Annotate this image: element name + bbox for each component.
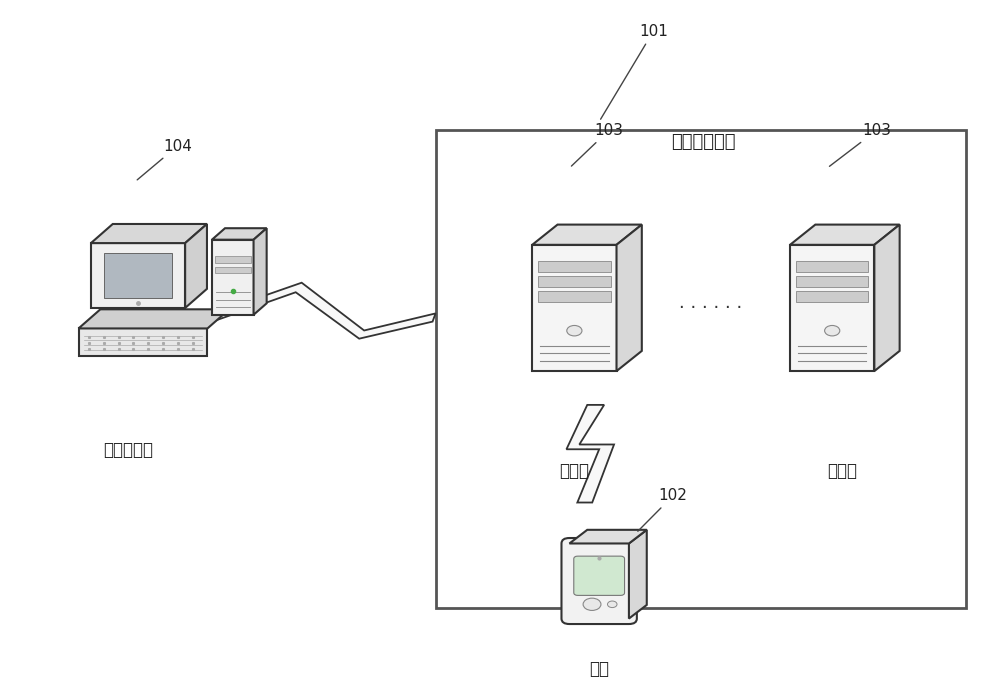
Text: 102: 102 xyxy=(638,488,688,531)
Text: 101: 101 xyxy=(601,24,668,120)
Polygon shape xyxy=(796,291,868,302)
Polygon shape xyxy=(796,276,868,287)
Text: 终端: 终端 xyxy=(589,659,609,678)
Text: 应用搜索平台: 应用搜索平台 xyxy=(671,133,736,151)
Polygon shape xyxy=(874,225,900,371)
Polygon shape xyxy=(796,261,868,272)
Polygon shape xyxy=(538,291,611,302)
Polygon shape xyxy=(212,283,436,339)
Polygon shape xyxy=(185,224,207,308)
Polygon shape xyxy=(790,245,874,371)
Text: 服务器: 服务器 xyxy=(559,462,589,480)
Polygon shape xyxy=(79,328,207,356)
Polygon shape xyxy=(254,228,267,315)
Polygon shape xyxy=(790,225,900,245)
Polygon shape xyxy=(532,245,617,371)
Polygon shape xyxy=(569,530,647,544)
Circle shape xyxy=(825,325,840,336)
FancyBboxPatch shape xyxy=(561,538,637,624)
Polygon shape xyxy=(212,240,254,315)
Polygon shape xyxy=(617,225,642,371)
Text: 103: 103 xyxy=(571,123,623,166)
Text: 103: 103 xyxy=(829,123,891,167)
Circle shape xyxy=(567,325,582,336)
Polygon shape xyxy=(79,310,229,328)
Circle shape xyxy=(583,598,601,610)
Text: 计算机设备: 计算机设备 xyxy=(103,441,153,459)
Polygon shape xyxy=(532,225,642,245)
Polygon shape xyxy=(215,256,251,263)
Polygon shape xyxy=(215,267,251,274)
Polygon shape xyxy=(91,224,207,243)
Polygon shape xyxy=(538,261,611,272)
Polygon shape xyxy=(538,276,611,287)
Polygon shape xyxy=(566,405,614,502)
Circle shape xyxy=(607,601,617,607)
Polygon shape xyxy=(104,253,172,299)
Text: 服务器: 服务器 xyxy=(827,462,857,480)
Polygon shape xyxy=(91,243,185,308)
FancyBboxPatch shape xyxy=(436,131,966,608)
FancyBboxPatch shape xyxy=(574,556,625,596)
Polygon shape xyxy=(212,228,267,240)
Text: · · · · · ·: · · · · · · xyxy=(679,299,742,317)
Text: 104: 104 xyxy=(137,139,192,180)
Polygon shape xyxy=(629,530,647,618)
